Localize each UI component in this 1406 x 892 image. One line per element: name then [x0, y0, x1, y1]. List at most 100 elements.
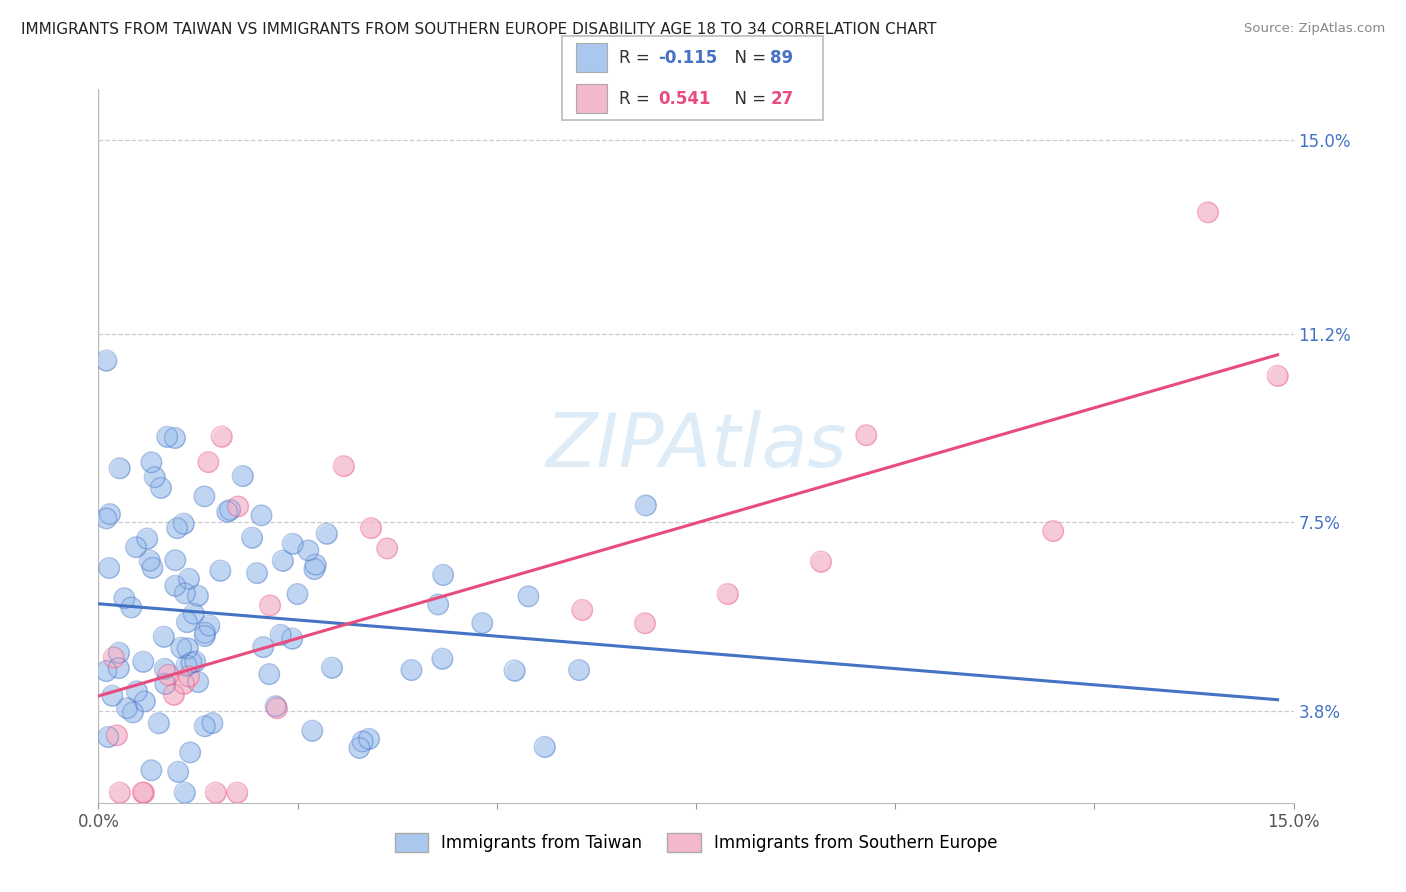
Point — [112, 591, 135, 606]
Point — [259, 667, 281, 681]
Point — [201, 716, 224, 731]
Text: 27: 27 — [770, 89, 794, 108]
Point — [176, 641, 198, 656]
Text: N =: N = — [724, 48, 772, 67]
Point — [107, 661, 129, 675]
Point — [427, 598, 450, 612]
Point — [360, 521, 382, 535]
Point — [180, 656, 202, 670]
Point — [304, 562, 326, 576]
Point — [471, 615, 494, 630]
Point — [357, 731, 380, 746]
Point — [375, 541, 398, 556]
Point — [226, 786, 249, 800]
Point — [301, 723, 323, 738]
Point — [184, 655, 207, 669]
Text: ZIPAtlas: ZIPAtlas — [546, 410, 846, 482]
Point — [98, 561, 121, 575]
Point — [155, 677, 177, 691]
Point — [264, 699, 287, 714]
Point — [1197, 205, 1219, 219]
Point — [717, 587, 740, 601]
Point — [810, 555, 832, 569]
Point — [240, 531, 263, 545]
Point — [352, 734, 374, 748]
Point — [219, 503, 242, 517]
Point — [266, 701, 288, 715]
Point — [184, 655, 207, 669]
Point — [193, 489, 215, 503]
Point — [246, 566, 269, 580]
Point — [321, 661, 343, 675]
Point — [138, 553, 160, 567]
Point — [120, 600, 142, 615]
Point — [259, 599, 281, 613]
Point — [115, 701, 138, 715]
Point — [167, 764, 190, 779]
Point — [115, 701, 138, 715]
Point — [97, 730, 120, 744]
Point — [517, 590, 540, 604]
Point — [193, 629, 215, 643]
Point — [173, 786, 195, 800]
Point — [136, 532, 159, 546]
Point — [471, 615, 494, 630]
Point — [301, 723, 323, 738]
Point — [120, 600, 142, 615]
Point — [166, 521, 188, 535]
Point — [149, 481, 172, 495]
Point — [375, 541, 398, 556]
Point — [250, 508, 273, 523]
Point — [349, 740, 371, 755]
Point — [143, 470, 166, 484]
Point — [533, 739, 555, 754]
Point — [503, 664, 526, 678]
Point — [217, 505, 239, 519]
Point — [1042, 524, 1064, 538]
Point — [297, 543, 319, 558]
Point — [315, 526, 337, 541]
Point — [98, 507, 121, 521]
Point — [401, 663, 423, 677]
Point — [568, 663, 591, 677]
Point — [194, 719, 217, 733]
Point — [163, 688, 186, 702]
Point — [170, 640, 193, 655]
Point — [141, 763, 163, 777]
Point — [179, 746, 201, 760]
Point — [193, 629, 215, 643]
Point — [209, 564, 232, 578]
Point — [270, 628, 292, 642]
Point — [108, 786, 131, 800]
Point — [96, 353, 118, 368]
Point — [717, 587, 740, 601]
Point — [174, 586, 197, 600]
Legend: Immigrants from Taiwan, Immigrants from Southern Europe: Immigrants from Taiwan, Immigrants from … — [388, 826, 1004, 859]
Point — [177, 669, 200, 683]
Point — [1267, 368, 1289, 383]
Point — [810, 555, 832, 569]
Point — [264, 699, 287, 714]
Point — [194, 625, 217, 640]
Point — [187, 675, 209, 690]
Point — [108, 646, 131, 660]
Point — [98, 507, 121, 521]
Point — [271, 554, 294, 568]
Point — [304, 558, 326, 572]
Point — [105, 728, 128, 742]
Point — [108, 786, 131, 800]
Point — [571, 603, 593, 617]
Point — [281, 537, 304, 551]
Point — [360, 521, 382, 535]
Point — [98, 561, 121, 575]
Point — [226, 500, 249, 514]
Point — [219, 503, 242, 517]
Point — [105, 728, 128, 742]
Point — [143, 470, 166, 484]
Point — [165, 579, 187, 593]
Point — [240, 531, 263, 545]
Point — [198, 618, 221, 632]
Text: 0.541: 0.541 — [658, 89, 710, 108]
Point — [132, 786, 155, 800]
Text: N =: N = — [724, 89, 772, 108]
